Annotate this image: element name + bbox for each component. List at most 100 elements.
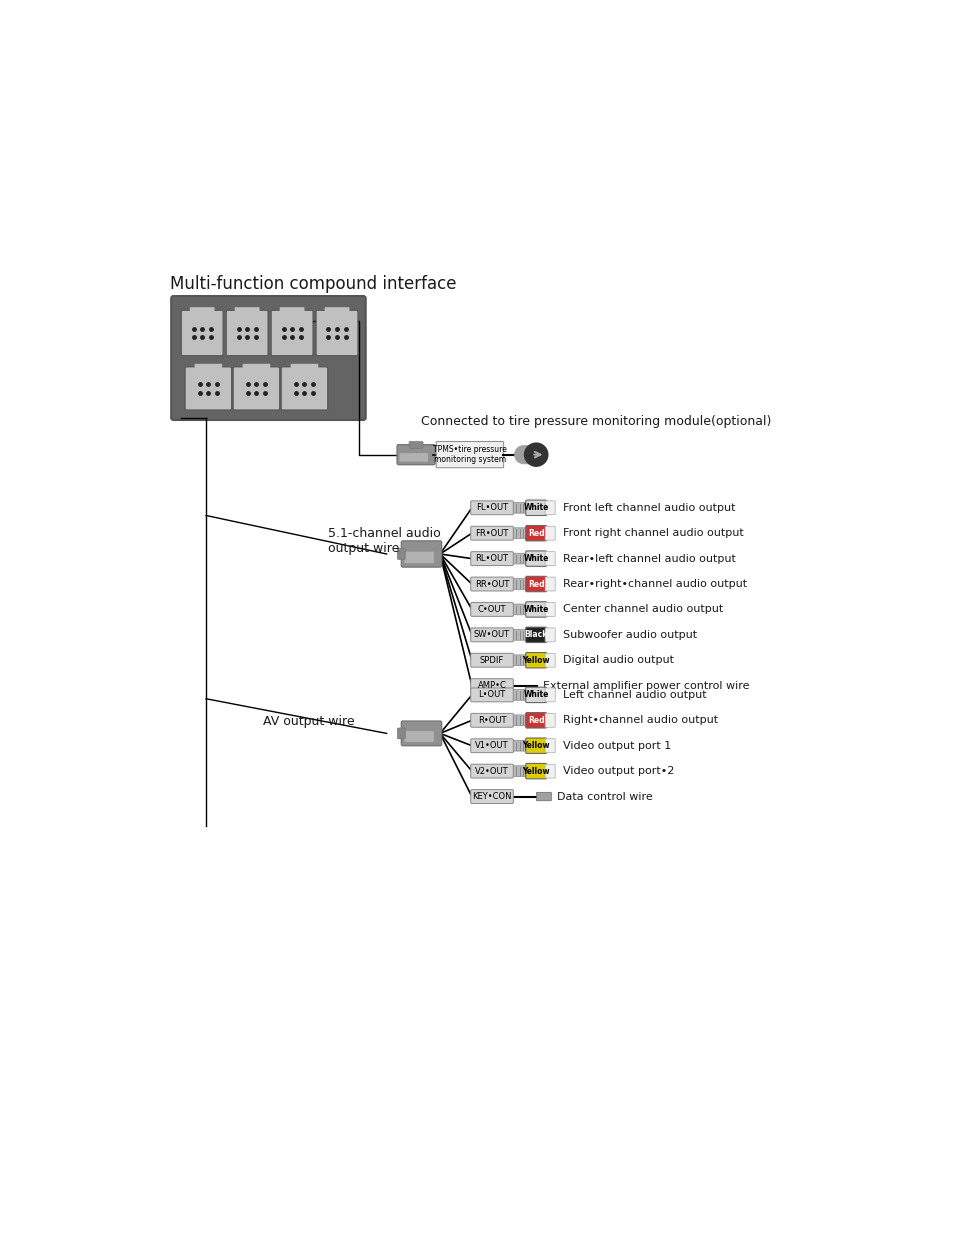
FancyBboxPatch shape xyxy=(234,308,259,315)
FancyBboxPatch shape xyxy=(401,721,441,746)
Text: Red: Red xyxy=(527,529,544,537)
FancyBboxPatch shape xyxy=(470,552,513,566)
FancyBboxPatch shape xyxy=(436,442,503,468)
FancyBboxPatch shape xyxy=(525,601,546,618)
FancyBboxPatch shape xyxy=(536,793,551,800)
FancyBboxPatch shape xyxy=(470,577,513,592)
Text: 5.1-channel audio
output wire: 5.1-channel audio output wire xyxy=(328,527,441,555)
Text: KEY•CON: KEY•CON xyxy=(472,792,511,802)
Text: Right•channel audio output: Right•channel audio output xyxy=(562,715,718,725)
FancyBboxPatch shape xyxy=(525,763,546,779)
Text: White: White xyxy=(523,605,548,614)
FancyBboxPatch shape xyxy=(513,740,527,751)
Circle shape xyxy=(524,443,547,466)
FancyBboxPatch shape xyxy=(185,367,232,410)
FancyBboxPatch shape xyxy=(404,552,434,563)
FancyBboxPatch shape xyxy=(401,541,441,567)
Text: Rear•right•channel audio output: Rear•right•channel audio output xyxy=(562,579,746,589)
FancyBboxPatch shape xyxy=(397,548,405,559)
FancyBboxPatch shape xyxy=(470,739,513,752)
FancyBboxPatch shape xyxy=(409,442,422,448)
FancyBboxPatch shape xyxy=(470,627,513,642)
FancyBboxPatch shape xyxy=(544,688,555,701)
FancyBboxPatch shape xyxy=(470,526,513,540)
FancyBboxPatch shape xyxy=(470,764,513,778)
Text: Red: Red xyxy=(527,579,544,589)
FancyBboxPatch shape xyxy=(544,764,555,778)
Text: Data control wire: Data control wire xyxy=(557,792,652,802)
FancyBboxPatch shape xyxy=(399,453,428,462)
FancyBboxPatch shape xyxy=(525,551,546,567)
FancyBboxPatch shape xyxy=(404,731,434,742)
Text: Left channel audio output: Left channel audio output xyxy=(562,690,706,700)
Text: Front left channel audio output: Front left channel audio output xyxy=(562,503,735,513)
FancyBboxPatch shape xyxy=(233,367,279,410)
Text: RL•OUT: RL•OUT xyxy=(475,555,508,563)
Text: AMP•C: AMP•C xyxy=(477,682,506,690)
FancyBboxPatch shape xyxy=(513,766,527,777)
Text: Yellow: Yellow xyxy=(522,767,549,776)
FancyBboxPatch shape xyxy=(513,689,527,700)
FancyBboxPatch shape xyxy=(190,308,214,315)
FancyBboxPatch shape xyxy=(525,577,546,592)
FancyBboxPatch shape xyxy=(544,739,555,752)
Text: Connected to tire pressure monitoring module(optional): Connected to tire pressure monitoring mo… xyxy=(421,415,771,429)
Text: R•OUT: R•OUT xyxy=(477,716,506,725)
FancyBboxPatch shape xyxy=(544,526,555,540)
FancyBboxPatch shape xyxy=(271,310,313,356)
FancyBboxPatch shape xyxy=(279,308,304,315)
FancyBboxPatch shape xyxy=(470,679,513,693)
Text: SW•OUT: SW•OUT xyxy=(474,630,510,640)
FancyBboxPatch shape xyxy=(281,367,328,410)
FancyBboxPatch shape xyxy=(396,445,435,464)
FancyBboxPatch shape xyxy=(315,310,357,356)
FancyBboxPatch shape xyxy=(470,501,513,515)
Text: Front right channel audio output: Front right channel audio output xyxy=(562,529,743,538)
FancyBboxPatch shape xyxy=(525,652,546,668)
FancyBboxPatch shape xyxy=(513,604,527,615)
Circle shape xyxy=(514,446,533,464)
Text: Yellow: Yellow xyxy=(522,656,549,664)
Text: Yellow: Yellow xyxy=(522,741,549,750)
Text: C•OUT: C•OUT xyxy=(477,605,506,614)
FancyBboxPatch shape xyxy=(513,579,527,589)
Text: AV output wire: AV output wire xyxy=(262,715,354,729)
FancyBboxPatch shape xyxy=(544,653,555,667)
FancyBboxPatch shape xyxy=(513,630,527,640)
Text: White: White xyxy=(523,504,548,513)
Circle shape xyxy=(521,446,540,464)
Text: TPMS•tire pressure
monitoring system: TPMS•tire pressure monitoring system xyxy=(433,445,506,464)
FancyBboxPatch shape xyxy=(470,603,513,616)
Text: Black: Black xyxy=(524,630,547,640)
FancyBboxPatch shape xyxy=(470,789,513,804)
FancyBboxPatch shape xyxy=(525,687,546,703)
Text: Center channel audio output: Center channel audio output xyxy=(562,604,722,615)
FancyBboxPatch shape xyxy=(513,503,527,514)
Text: FL•OUT: FL•OUT xyxy=(476,504,508,513)
FancyBboxPatch shape xyxy=(525,500,546,515)
Text: Video output port 1: Video output port 1 xyxy=(562,741,671,751)
FancyBboxPatch shape xyxy=(513,715,527,726)
Text: L•OUT: L•OUT xyxy=(477,690,505,699)
Text: Subwoofer audio output: Subwoofer audio output xyxy=(562,630,697,640)
FancyBboxPatch shape xyxy=(470,688,513,701)
FancyBboxPatch shape xyxy=(324,308,349,315)
FancyBboxPatch shape xyxy=(194,364,222,372)
FancyBboxPatch shape xyxy=(513,553,527,564)
FancyBboxPatch shape xyxy=(171,296,365,420)
FancyBboxPatch shape xyxy=(525,627,546,642)
Circle shape xyxy=(525,446,544,464)
Text: RR•OUT: RR•OUT xyxy=(475,579,509,589)
FancyBboxPatch shape xyxy=(544,501,555,515)
FancyBboxPatch shape xyxy=(513,655,527,666)
FancyBboxPatch shape xyxy=(470,653,513,667)
FancyBboxPatch shape xyxy=(525,713,546,727)
Circle shape xyxy=(517,446,537,464)
Text: White: White xyxy=(523,690,548,699)
Text: V1•OUT: V1•OUT xyxy=(475,741,508,750)
FancyBboxPatch shape xyxy=(291,364,318,372)
FancyBboxPatch shape xyxy=(525,739,546,753)
FancyBboxPatch shape xyxy=(544,577,555,592)
FancyBboxPatch shape xyxy=(544,603,555,616)
Text: FR•OUT: FR•OUT xyxy=(475,529,508,537)
